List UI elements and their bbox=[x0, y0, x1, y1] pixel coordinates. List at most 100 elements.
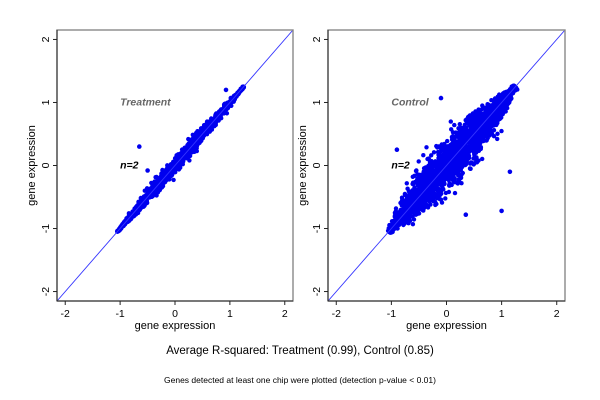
data-point bbox=[420, 179, 426, 184]
data-point bbox=[463, 118, 468, 123]
data-point bbox=[417, 202, 422, 207]
data-point bbox=[475, 111, 480, 117]
data-point bbox=[434, 180, 440, 186]
x-tick-label: -2 bbox=[332, 308, 341, 320]
data-point bbox=[425, 191, 430, 196]
data-point bbox=[151, 189, 156, 194]
data-point bbox=[471, 122, 476, 128]
data-point bbox=[461, 126, 466, 131]
data-point bbox=[426, 169, 431, 174]
data-point bbox=[463, 148, 468, 154]
panel-title: Treatment bbox=[120, 97, 171, 109]
y-axis-label: gene expression bbox=[26, 125, 38, 206]
data-point bbox=[447, 183, 452, 188]
data-point bbox=[430, 181, 435, 186]
sample-count-annotation: n=2 bbox=[120, 160, 139, 172]
outlier-point bbox=[137, 144, 142, 149]
data-point bbox=[455, 167, 461, 173]
data-point bbox=[493, 105, 498, 110]
data-point bbox=[402, 219, 408, 224]
data-point bbox=[142, 188, 147, 193]
x-tick-label: -1 bbox=[387, 308, 396, 320]
data-point bbox=[457, 122, 462, 127]
x-tick-label: 0 bbox=[444, 308, 450, 320]
x-tick-label: 1 bbox=[227, 308, 233, 320]
data-point bbox=[132, 208, 137, 213]
outlier-point bbox=[507, 169, 513, 175]
data-point bbox=[409, 198, 415, 204]
data-point bbox=[217, 115, 223, 121]
data-point bbox=[163, 178, 168, 184]
data-point bbox=[410, 174, 415, 179]
data-point bbox=[478, 141, 483, 146]
data-point bbox=[463, 137, 468, 142]
data-point bbox=[402, 191, 408, 197]
data-point bbox=[129, 212, 134, 217]
data-point bbox=[402, 204, 407, 209]
x-tick-label: -1 bbox=[115, 308, 124, 320]
identity-line bbox=[328, 30, 565, 301]
data-point bbox=[190, 132, 195, 137]
data-point bbox=[482, 125, 488, 131]
data-point bbox=[470, 145, 476, 150]
data-point bbox=[485, 135, 490, 141]
data-point bbox=[489, 119, 495, 125]
outlier-point bbox=[145, 168, 150, 173]
data-point bbox=[434, 201, 439, 207]
data-point bbox=[178, 153, 183, 159]
data-point bbox=[400, 211, 406, 216]
data-point bbox=[456, 159, 461, 164]
data-point bbox=[425, 195, 430, 200]
data-point bbox=[410, 222, 416, 227]
data-point bbox=[427, 199, 432, 204]
outlier-point bbox=[223, 87, 229, 93]
data-point bbox=[493, 114, 498, 120]
data-point bbox=[489, 103, 494, 108]
data-point bbox=[429, 153, 434, 158]
data-point bbox=[413, 179, 418, 185]
data-point bbox=[434, 173, 440, 178]
data-point bbox=[477, 107, 482, 113]
data-point bbox=[154, 185, 159, 191]
sample-count-annotation: n=2 bbox=[391, 160, 410, 172]
data-point bbox=[422, 205, 427, 210]
data-point bbox=[467, 166, 473, 171]
data-point bbox=[460, 164, 465, 169]
data-point bbox=[466, 156, 471, 161]
data-point bbox=[447, 173, 452, 179]
data-point bbox=[154, 174, 159, 180]
data-point bbox=[441, 187, 446, 192]
outlier-point bbox=[499, 208, 504, 214]
data-point bbox=[449, 127, 454, 132]
y-tick-label: -2 bbox=[311, 287, 323, 296]
data-point bbox=[486, 131, 492, 136]
data-point bbox=[495, 131, 500, 136]
data-point bbox=[211, 117, 217, 122]
data-point bbox=[403, 198, 409, 203]
data-point bbox=[448, 157, 453, 162]
data-point bbox=[452, 176, 457, 181]
data-point bbox=[416, 159, 421, 164]
data-point bbox=[435, 145, 440, 150]
data-point bbox=[460, 170, 465, 176]
data-point bbox=[458, 175, 464, 180]
data-point bbox=[419, 188, 424, 193]
y-axis-label: gene expression bbox=[297, 125, 309, 206]
data-point bbox=[404, 181, 409, 186]
data-point bbox=[413, 191, 419, 196]
data-point bbox=[137, 206, 143, 212]
data-point bbox=[410, 188, 415, 193]
data-point bbox=[435, 187, 441, 192]
y-tick-label: 1 bbox=[40, 99, 52, 105]
x-tick-label: 2 bbox=[554, 308, 560, 320]
data-point bbox=[448, 119, 453, 124]
data-point bbox=[467, 123, 472, 128]
data-point bbox=[158, 182, 163, 188]
data-point bbox=[443, 196, 448, 201]
data-point bbox=[133, 204, 139, 210]
data-point bbox=[445, 152, 450, 157]
data-point bbox=[474, 155, 479, 160]
data-point bbox=[432, 163, 437, 168]
data-point bbox=[456, 134, 461, 140]
